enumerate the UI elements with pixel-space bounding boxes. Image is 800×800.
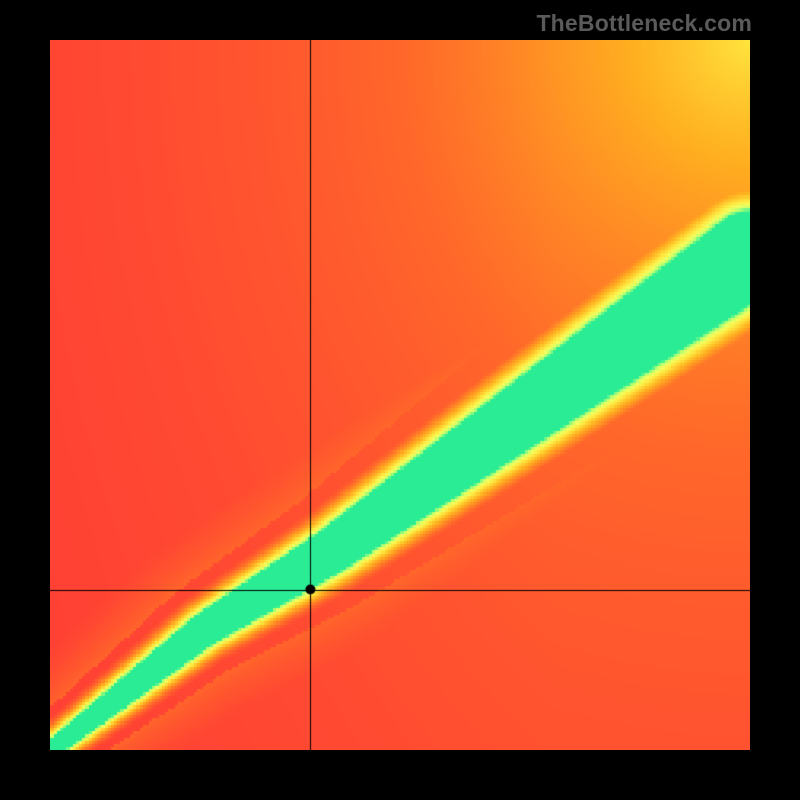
heatmap-plot (50, 40, 750, 750)
chart-frame: TheBottleneck.com (0, 0, 800, 800)
watermark-text: TheBottleneck.com (536, 10, 752, 37)
heatmap-canvas (50, 40, 750, 750)
